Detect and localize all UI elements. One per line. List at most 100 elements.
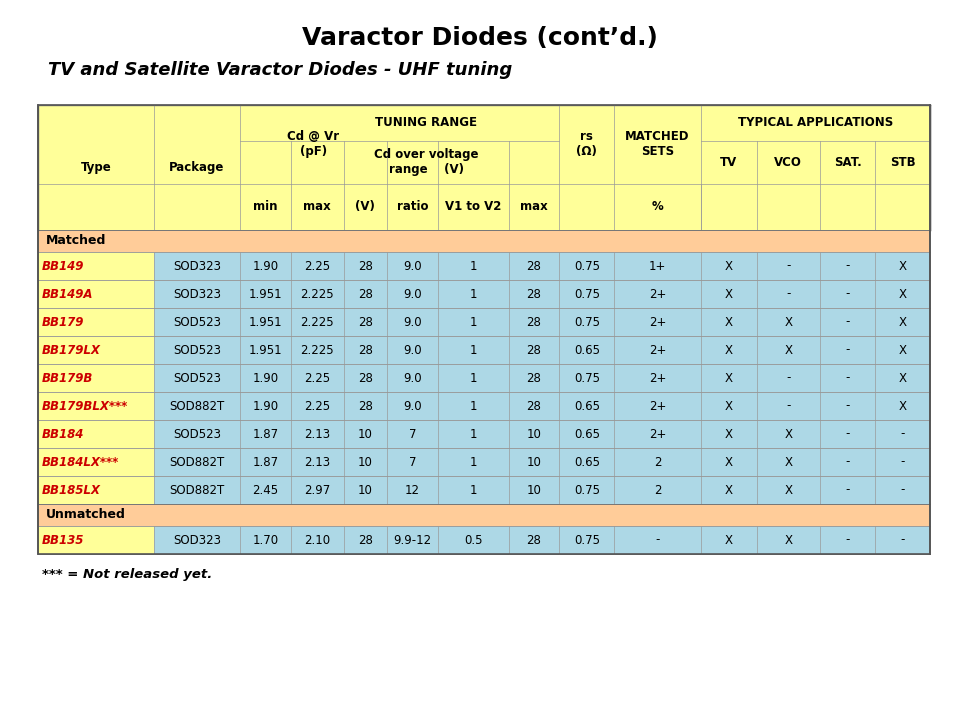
Text: BB179B: BB179B	[42, 372, 93, 384]
Bar	[38, 336, 154, 364]
Text: 2.225: 2.225	[300, 315, 334, 328]
Text: TV: TV	[720, 156, 737, 168]
Text: 9.0: 9.0	[403, 259, 421, 272]
Text: 1.87: 1.87	[252, 456, 278, 469]
Text: 1: 1	[469, 372, 477, 384]
Text: -: -	[786, 372, 790, 384]
Bar	[38, 420, 930, 448]
Text: 1+: 1+	[649, 259, 666, 272]
Text: 10: 10	[358, 428, 372, 441]
Text: 1.90: 1.90	[252, 372, 278, 384]
Text: SOD882T: SOD882T	[169, 456, 225, 469]
Text: Type: Type	[81, 161, 111, 174]
Text: X: X	[899, 400, 906, 413]
Text: 1.951: 1.951	[249, 343, 282, 356]
Text: 2.225: 2.225	[300, 343, 334, 356]
Text: X: X	[784, 534, 792, 546]
Text: 28: 28	[526, 315, 541, 328]
Text: 2+: 2+	[649, 315, 666, 328]
Text: 1: 1	[469, 400, 477, 413]
Text: ratio: ratio	[396, 200, 428, 213]
Text: 28: 28	[526, 400, 541, 413]
Text: X: X	[725, 372, 732, 384]
Bar	[38, 308, 154, 336]
Text: 0.75: 0.75	[574, 372, 600, 384]
Text: X: X	[899, 287, 906, 300]
Text: SOD523: SOD523	[173, 315, 221, 328]
Bar	[38, 105, 930, 554]
Bar	[38, 230, 930, 252]
Text: 12: 12	[405, 484, 420, 497]
Text: TUNING RANGE: TUNING RANGE	[375, 117, 477, 130]
Text: 1: 1	[469, 428, 477, 441]
Text: X: X	[725, 484, 732, 497]
Text: 10: 10	[526, 484, 541, 497]
Text: 2.13: 2.13	[304, 428, 330, 441]
Text: 0.65: 0.65	[574, 400, 600, 413]
Text: 1: 1	[469, 287, 477, 300]
Text: -: -	[846, 534, 850, 546]
Bar	[38, 308, 930, 336]
Text: -: -	[900, 484, 904, 497]
Text: -: -	[846, 259, 850, 272]
Text: 0.5: 0.5	[464, 534, 483, 546]
Text: X: X	[725, 343, 732, 356]
Text: 2.45: 2.45	[252, 484, 278, 497]
Text: -: -	[846, 315, 850, 328]
Text: 2+: 2+	[649, 428, 666, 441]
Text: SOD523: SOD523	[173, 372, 221, 384]
Text: 28: 28	[358, 259, 372, 272]
Bar	[38, 476, 930, 504]
Text: *** = Not released yet.: *** = Not released yet.	[42, 568, 212, 581]
Text: 0.75: 0.75	[574, 259, 600, 272]
Bar	[38, 252, 154, 280]
Text: 2: 2	[654, 484, 661, 497]
Text: X: X	[899, 343, 906, 356]
Text: 2.225: 2.225	[300, 287, 334, 300]
Text: 2+: 2+	[649, 372, 666, 384]
Text: SAT.: SAT.	[834, 156, 861, 168]
Text: 28: 28	[358, 287, 372, 300]
Text: Unmatched: Unmatched	[46, 508, 126, 521]
Text: 0.75: 0.75	[574, 287, 600, 300]
Text: 28: 28	[358, 372, 372, 384]
Text: 2.97: 2.97	[304, 484, 330, 497]
Text: -: -	[846, 400, 850, 413]
Text: 10: 10	[358, 484, 372, 497]
Bar	[38, 364, 930, 392]
Text: X: X	[784, 428, 792, 441]
Text: 0.65: 0.65	[574, 456, 600, 469]
Text: 1.87: 1.87	[252, 428, 278, 441]
Text: 28: 28	[526, 534, 541, 546]
Text: 9.0: 9.0	[403, 372, 421, 384]
Text: BB184: BB184	[42, 428, 84, 441]
Text: -: -	[900, 534, 904, 546]
Text: 1.90: 1.90	[252, 400, 278, 413]
Text: 9.0: 9.0	[403, 315, 421, 328]
Text: X: X	[784, 315, 792, 328]
Text: 0.75: 0.75	[574, 315, 600, 328]
Text: 2+: 2+	[649, 400, 666, 413]
Text: 2: 2	[654, 456, 661, 469]
Bar	[38, 280, 930, 308]
Text: 9.9-12: 9.9-12	[394, 534, 431, 546]
Text: 28: 28	[526, 372, 541, 384]
Text: 1.70: 1.70	[252, 534, 278, 546]
Text: 28: 28	[526, 343, 541, 356]
Text: 2+: 2+	[649, 287, 666, 300]
Text: Cd @ Vr
(pF): Cd @ Vr (pF)	[287, 130, 340, 158]
Text: 1: 1	[469, 343, 477, 356]
Text: BB149: BB149	[42, 259, 84, 272]
Text: Cd over voltage
range    (V): Cd over voltage range (V)	[373, 148, 478, 176]
Text: 2+: 2+	[649, 343, 666, 356]
Bar	[38, 448, 154, 476]
Text: -: -	[900, 456, 904, 469]
Text: X: X	[784, 343, 792, 356]
Text: 10: 10	[526, 428, 541, 441]
Text: BB179BLX***: BB179BLX***	[42, 400, 129, 413]
Text: SOD323: SOD323	[173, 259, 221, 272]
Text: 1: 1	[469, 315, 477, 328]
Text: max: max	[520, 200, 548, 213]
Bar	[38, 448, 930, 476]
Text: 28: 28	[358, 534, 372, 546]
